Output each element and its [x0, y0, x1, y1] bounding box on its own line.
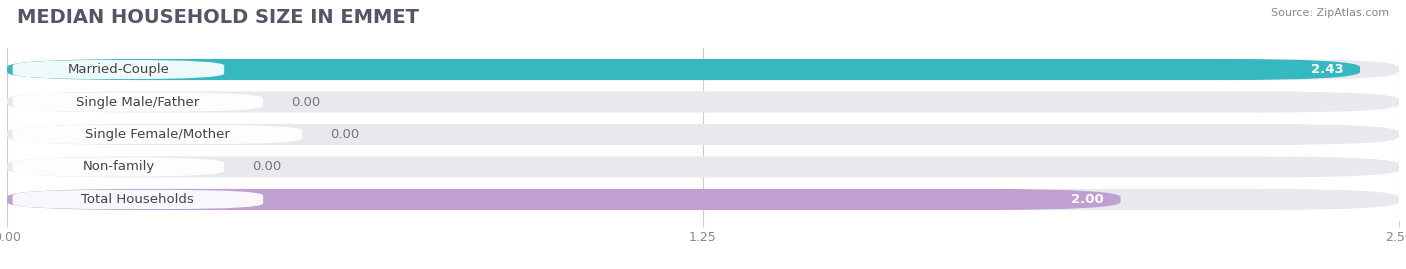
Text: Single Male/Father: Single Male/Father — [76, 95, 200, 108]
Text: 2.00: 2.00 — [1071, 193, 1104, 206]
FancyBboxPatch shape — [13, 190, 263, 209]
Text: 2.43: 2.43 — [1310, 63, 1343, 76]
Text: Married-Couple: Married-Couple — [67, 63, 169, 76]
FancyBboxPatch shape — [13, 157, 224, 176]
Text: 0.00: 0.00 — [252, 161, 281, 174]
FancyBboxPatch shape — [7, 189, 1399, 210]
Text: Single Female/Mother: Single Female/Mother — [84, 128, 229, 141]
FancyBboxPatch shape — [13, 93, 263, 112]
FancyBboxPatch shape — [7, 189, 1121, 210]
FancyBboxPatch shape — [13, 125, 302, 144]
FancyBboxPatch shape — [7, 157, 1399, 178]
FancyBboxPatch shape — [7, 59, 1399, 80]
Text: Source: ZipAtlas.com: Source: ZipAtlas.com — [1271, 8, 1389, 18]
Text: 0.00: 0.00 — [330, 128, 359, 141]
FancyBboxPatch shape — [13, 60, 224, 79]
Text: MEDIAN HOUSEHOLD SIZE IN EMMET: MEDIAN HOUSEHOLD SIZE IN EMMET — [17, 8, 419, 27]
FancyBboxPatch shape — [7, 91, 1399, 112]
Text: Non-family: Non-family — [83, 161, 155, 174]
FancyBboxPatch shape — [7, 124, 1399, 145]
Text: 0.00: 0.00 — [291, 95, 321, 108]
FancyBboxPatch shape — [7, 59, 1360, 80]
Text: Total Households: Total Households — [82, 193, 194, 206]
